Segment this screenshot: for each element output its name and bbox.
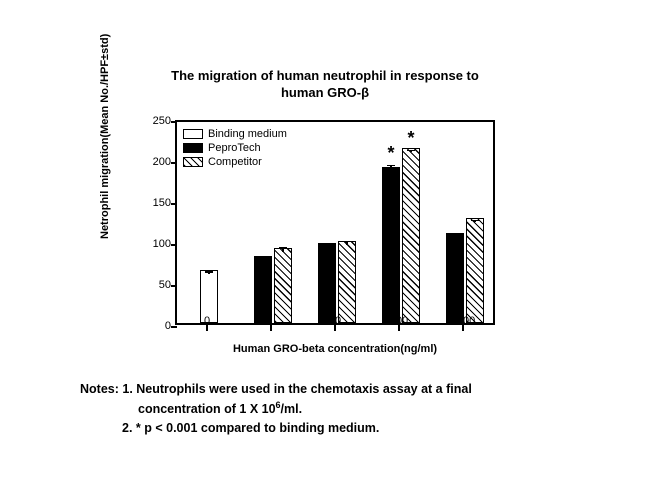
y-tick-mark <box>171 121 177 123</box>
legend: Binding medium PeproTech Competitor <box>183 127 287 169</box>
error-cap <box>343 241 351 243</box>
legend-label: Competitor <box>208 156 262 168</box>
note-line1: Notes: 1. Neutrophils were used in the c… <box>80 380 472 399</box>
y-tick-mark <box>171 326 177 328</box>
significance-star: * <box>407 128 414 149</box>
significance-star: * <box>387 143 394 164</box>
note-line2-suffix: /ml. <box>281 402 303 416</box>
chart-title-line2: human GRO-β <box>0 85 650 100</box>
y-tick-mark <box>171 244 177 246</box>
legend-item-binding: Binding medium <box>183 127 287 141</box>
x-tick-mark <box>334 325 336 331</box>
bar-competitor <box>274 248 292 323</box>
bar-competitor <box>466 218 484 323</box>
note-line2-prefix: concentration of 1 X 10 <box>138 402 276 416</box>
legend-swatch-black <box>183 143 203 153</box>
error-cap <box>205 271 213 273</box>
error-cap <box>323 243 331 245</box>
x-tick-mark <box>206 325 208 331</box>
chart-container: Netrophil migration(Mean No./HPF±std) Hu… <box>115 105 515 360</box>
error-cap <box>279 247 287 249</box>
x-tick-mark <box>270 325 272 331</box>
bar-peprotech <box>382 167 400 323</box>
legend-label: Binding medium <box>208 128 287 140</box>
y-tick-mark <box>171 285 177 287</box>
bar-peprotech <box>446 233 464 323</box>
x-axis-label: Human GRO-beta concentration(ng/ml) <box>175 343 495 355</box>
chart-title-line1: The migration of human neutrophil in res… <box>0 68 650 83</box>
error-cap <box>387 165 395 167</box>
bar-competitor <box>338 241 356 323</box>
legend-swatch-hatch <box>183 157 203 167</box>
y-tick-mark <box>171 162 177 164</box>
error-cap <box>259 257 267 259</box>
note-line3: 2. * p < 0.001 compared to binding mediu… <box>80 419 472 438</box>
bar-competitor <box>402 148 420 323</box>
error-cap <box>407 150 415 152</box>
legend-item-peprotech: PeproTech <box>183 141 287 155</box>
bar-peprotech <box>254 256 272 323</box>
legend-label: PeproTech <box>208 142 261 154</box>
error-cap <box>471 220 479 222</box>
notes-block: Notes: 1. Neutrophils were used in the c… <box>80 380 472 437</box>
bar-peprotech <box>318 243 336 323</box>
y-axis-label: Netrophil migration(Mean No./HPF±std) <box>99 34 111 239</box>
x-tick-mark <box>462 325 464 331</box>
note-line2: concentration of 1 X 106/ml. <box>80 399 472 419</box>
legend-item-competitor: Competitor <box>183 155 287 169</box>
legend-swatch-white <box>183 129 203 139</box>
y-tick-mark <box>171 203 177 205</box>
error-cap <box>451 234 459 236</box>
x-tick-mark <box>398 325 400 331</box>
